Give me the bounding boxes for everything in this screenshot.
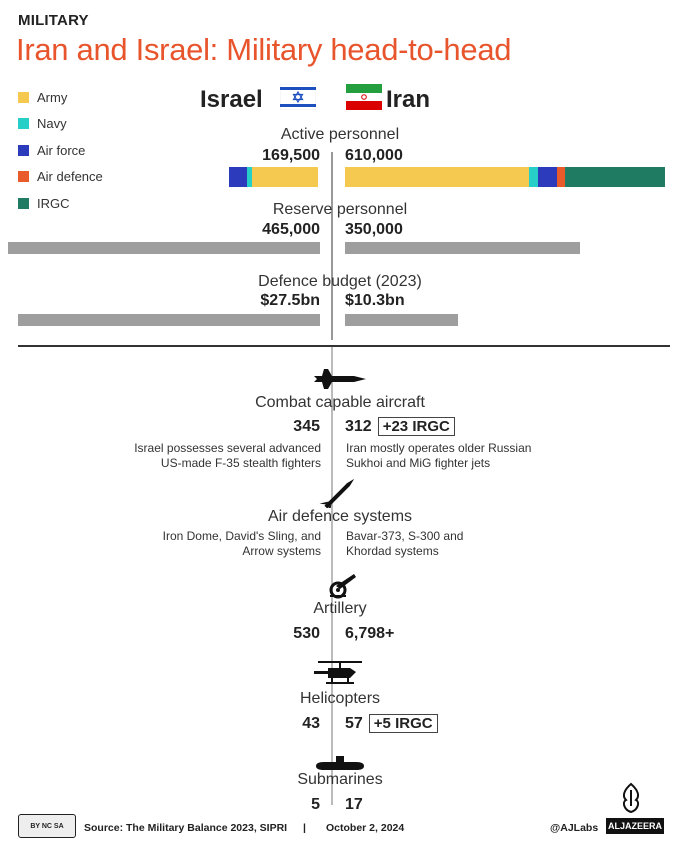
active-segment-navy: [528, 167, 539, 187]
israel-helicopters-value: 43: [302, 715, 320, 732]
iran-budget-bar: [345, 314, 459, 326]
helicopters-title: Helicopters: [299, 690, 381, 707]
active-segment-army: [251, 167, 318, 187]
aljazeera-brand: ALJAZEERA: [606, 818, 664, 834]
legend-swatch: [18, 171, 29, 183]
israel-submarines-value: 5: [311, 796, 320, 813]
active-segment-navy: [246, 167, 252, 187]
legend-item-army: Army: [18, 84, 103, 111]
kicker: MILITARY: [18, 12, 89, 29]
active-personnel-title: Active personnel: [280, 126, 400, 143]
israel-reserve-bar: [8, 242, 320, 254]
legend: Army Navy Air force Air defence IRGC: [18, 84, 103, 217]
active-segment-army: [345, 167, 529, 187]
iran-submarines-value: 17: [345, 796, 363, 813]
israel-active-bar: [229, 167, 318, 187]
legend-item-air-defence: Air defence: [18, 164, 103, 191]
legend-label: Air force: [37, 142, 86, 158]
country-iran: Iran: [386, 86, 431, 113]
legend-label: Army: [37, 89, 68, 105]
israel-artillery-value: 530: [293, 625, 320, 642]
aircraft-title: Combat capable aircraft: [255, 394, 425, 411]
page-title: Iran and Israel: Military head-to-head: [16, 32, 512, 67]
israel-budget-value: $27.5bn: [260, 292, 320, 309]
legend-label: Navy: [37, 116, 67, 132]
iran-artillery-value: 6,798+: [345, 625, 395, 642]
iran-reserve-bar: [345, 242, 580, 254]
legend-swatch: [18, 144, 29, 156]
handle-text: @AJLabs: [550, 822, 599, 834]
legend-swatch: [18, 197, 29, 209]
active-segment-air-force: [229, 167, 247, 187]
center-axis-top: [331, 152, 333, 340]
iran-aircraft-value: 312 +23 IRGC: [345, 417, 455, 436]
israel-reserve-value: 465,000: [262, 221, 320, 238]
israel-aircraft-note: Israel possesses several advanced US-made…: [134, 441, 321, 470]
aljazeera-logo-icon: [622, 782, 640, 814]
active-segment-air-defence: [557, 167, 566, 187]
iran-helicopters-value: 57 +5 IRGC: [345, 714, 438, 733]
iran-active-value: 610,000: [345, 147, 403, 164]
fighter-jet-icon: [314, 369, 366, 389]
irgc-aircraft-badge: +23 IRGC: [377, 417, 455, 436]
israel-active-value: 169,500: [262, 147, 320, 164]
israel-air-defence-note: Iron Dome, David's Sling, and Arrow syste…: [162, 529, 321, 558]
submarines-title: Submarines: [297, 771, 383, 788]
air-defence-title: Air defence systems: [267, 508, 413, 525]
iran-flag-icon: [346, 84, 382, 110]
source-text: Source: The Military Balance 2023, SIPRI: [84, 822, 288, 834]
iran-active-bar: [345, 167, 665, 187]
legend-label: IRGC: [37, 195, 70, 211]
defence-budget-title: Defence budget (2023): [258, 273, 422, 290]
footer-separator: |: [303, 822, 306, 834]
irgc-helicopters-badge: +5 IRGC: [368, 714, 438, 733]
legend-item-navy: Navy: [18, 111, 103, 138]
country-israel: Israel: [200, 86, 263, 113]
date-text: October 2, 2024: [326, 822, 405, 834]
iran-air-defence-note: Bavar-373, S-300 and Khordad systems: [346, 529, 464, 558]
submarine-icon: [316, 756, 364, 770]
israel-flag-icon: [280, 84, 316, 110]
center-axis-bottom: [331, 345, 333, 805]
iran-reserve-value: 350,000: [345, 221, 403, 238]
iran-aircraft-note: Iran mostly operates older Russian Sukhoi…: [346, 441, 532, 470]
israel-budget-bar: [18, 314, 320, 326]
artillery-icon: [329, 574, 356, 599]
legend-swatch: [18, 118, 29, 130]
iran-budget-value: $10.3bn: [345, 292, 405, 309]
artillery-title: Artillery: [313, 600, 367, 617]
section-divider: [18, 345, 670, 347]
missile-icon: [319, 478, 355, 508]
legend-label: Air defence: [37, 169, 103, 185]
israel-aircraft-value: 345: [293, 418, 320, 435]
active-segment-irgc: [565, 167, 665, 187]
reserve-personnel-title: Reserve personnel: [272, 201, 408, 218]
active-segment-air-force: [538, 167, 558, 187]
legend-item-air-force: Air force: [18, 137, 103, 164]
cc-license-icon: BY NC SA: [18, 814, 76, 838]
legend-item-irgc: IRGC: [18, 190, 103, 217]
legend-swatch: [18, 91, 29, 103]
helicopter-icon: [314, 661, 362, 684]
